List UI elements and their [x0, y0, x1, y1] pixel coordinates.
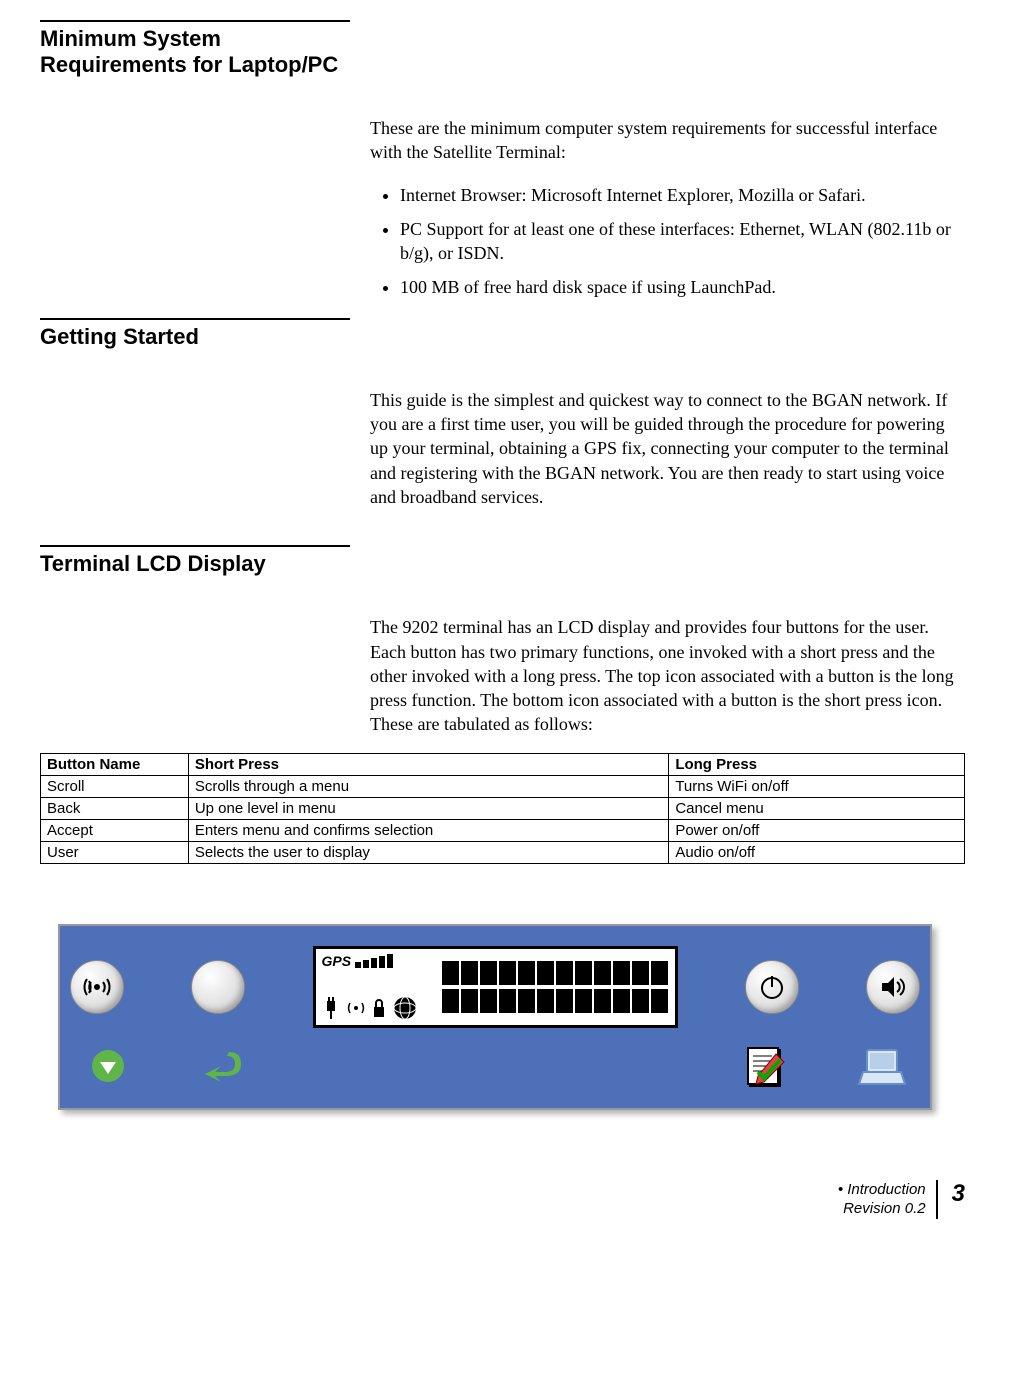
table-row: ScrollScrolls through a menuTurns WiFi o…: [41, 775, 965, 797]
lcd-bottom-row: [70, 1046, 920, 1090]
lcd-body: The 9202 terminal has an LCD display and…: [370, 615, 965, 736]
lcd-status-icons: GPS: [322, 953, 442, 1021]
lcd-top-row: GPS: [70, 946, 920, 1028]
getting-started-body: This guide is the simplest and quickest …: [370, 388, 965, 509]
table-row: BackUp one level in menuCancel menu: [41, 797, 965, 819]
wifi-icon: [81, 971, 113, 1003]
bullet-item: PC Support for at least one of these int…: [400, 217, 965, 266]
scroll-down-icon: [82, 1046, 134, 1090]
lcd-panel: GPS: [40, 904, 950, 1130]
lcd-pixel-area: [442, 953, 669, 1021]
lcd-inner: GPS: [58, 924, 932, 1110]
button-table: Button Name Short Press Long Press Scrol…: [40, 753, 965, 864]
bullet-item: 100 MB of free hard disk space if using …: [400, 275, 965, 299]
heading-getting-started: Getting Started: [40, 318, 350, 350]
heading-lcd: Terminal LCD Display: [40, 545, 350, 577]
min-req-intro: These are the minimum computer system re…: [370, 116, 965, 165]
page-footer: • Introduction Revision 0.2 3: [40, 1180, 965, 1219]
pixel-row: [442, 961, 668, 985]
plug-icon: [322, 997, 340, 1019]
wifi-button[interactable]: [70, 960, 124, 1014]
gps-label: GPS: [322, 953, 352, 969]
bullet-item: Internet Browser: Microsoft Internet Exp…: [400, 183, 965, 207]
table-header-row: Button Name Short Press Long Press: [41, 753, 965, 775]
wifi-small-icon: [346, 997, 366, 1019]
power-button[interactable]: [745, 960, 799, 1014]
heading-min-req: Minimum System Requirements for Laptop/P…: [40, 20, 350, 78]
th-button-name: Button Name: [41, 753, 189, 775]
footer-revision: Revision 0.2: [838, 1199, 926, 1219]
lcd-screen: GPS: [313, 946, 678, 1028]
back-arrow-icon: [197, 1046, 249, 1090]
th-short-press: Short Press: [188, 753, 668, 775]
table-row: AcceptEnters menu and confirms selection…: [41, 819, 965, 841]
laptop-icon: [856, 1046, 908, 1090]
notepad-icon: [741, 1046, 793, 1090]
pixel-row: [442, 989, 668, 1013]
table-row: UserSelects the user to displayAudio on/…: [41, 841, 965, 863]
signal-bars-icon: [355, 954, 405, 968]
lock-icon: [372, 997, 386, 1019]
lcd-spacer: [313, 1046, 678, 1090]
speaker-icon: [878, 972, 908, 1002]
min-req-bullets: Internet Browser: Microsoft Internet Exp…: [370, 183, 965, 300]
power-icon: [757, 972, 787, 1002]
th-long-press: Long Press: [669, 753, 965, 775]
audio-button[interactable]: [866, 960, 920, 1014]
footer-text: • Introduction Revision 0.2: [838, 1180, 938, 1219]
globe-icon: [392, 995, 418, 1021]
spacer: [40, 525, 965, 545]
blank-button[interactable]: [191, 960, 245, 1014]
footer-section-label: • Introduction: [838, 1180, 926, 1200]
page: Minimum System Requirements for Laptop/P…: [0, 0, 1025, 1249]
page-number: 3: [938, 1180, 965, 1208]
